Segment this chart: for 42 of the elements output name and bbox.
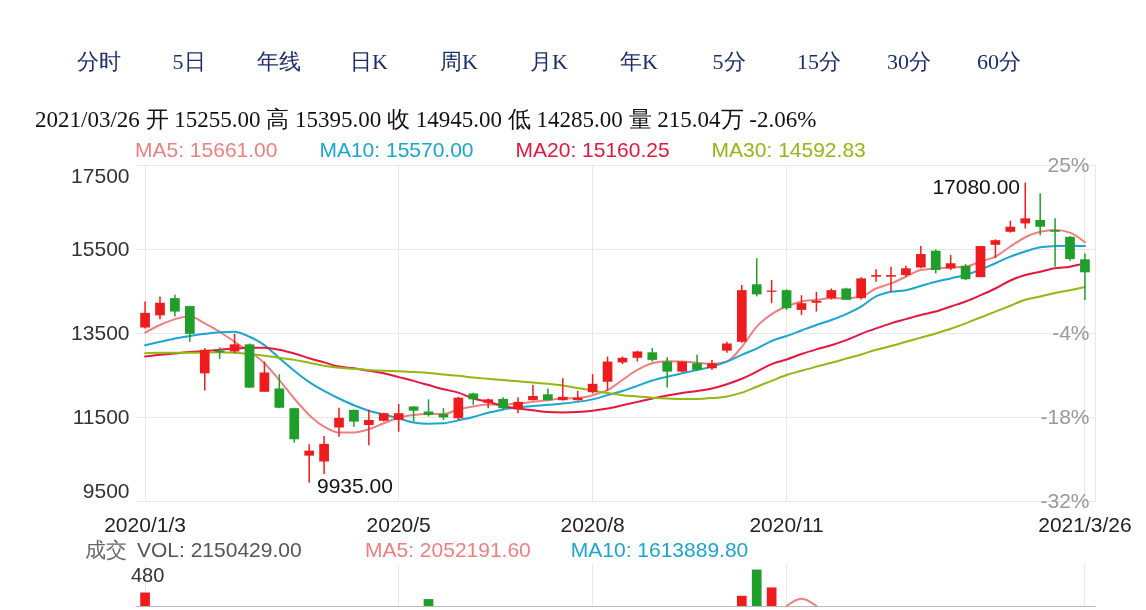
x-tick-label: 2020/11 (749, 512, 824, 536)
text: MA10: 15570.00 (319, 138, 474, 161)
text: 年K (620, 49, 659, 74)
text: MA30: 14592.83 (711, 138, 866, 161)
text: 年线 (257, 49, 301, 74)
bar (423, 599, 434, 606)
text: 月K (530, 49, 569, 74)
chart-subtitle: 2021/03/26 开 15255.00 高 15395.00 收 14945.00 低 14285.00 量 215.04万 -2.06% (35, 107, 817, 132)
y2-tick-label: -32% (1040, 488, 1090, 512)
text: 5日 (172, 49, 206, 74)
x-tick-label: 2020/1/3 (104, 512, 186, 536)
text: 30分 (887, 49, 931, 74)
y-tick-label: 9500 (82, 478, 130, 502)
text: MA20: 15160.25 (515, 138, 670, 161)
bar (751, 569, 762, 606)
legend-label: MA10: 1613889.80 (570, 538, 749, 561)
bar (736, 595, 747, 606)
text: 60分 (977, 49, 1021, 74)
text: MA5: 2052191.60 (365, 538, 531, 561)
text: 15分 (797, 49, 841, 74)
y-tick-label: 15500 (71, 236, 130, 260)
y-tick-label: 13500 (71, 320, 130, 344)
bar (766, 587, 777, 606)
x-tick-label: 2020/5 (366, 512, 431, 536)
chart-title: 成交 (85, 538, 127, 561)
text: MA5: 15661.00 (135, 138, 278, 161)
annotation: 480 (131, 564, 165, 586)
x-tick-label: 2020/8 (560, 512, 625, 536)
text: 周K (440, 49, 479, 74)
annotation: 17080.00 (932, 175, 1020, 198)
annotation: 9935.00 (317, 474, 393, 497)
x-tick-label: 2021/3/26 (1038, 512, 1132, 536)
y-tick-label: 17500 (71, 163, 130, 187)
text: VOL: 2150429.00 (137, 538, 302, 561)
y2-tick-label: 25% (1047, 152, 1090, 176)
text: 分时 (77, 49, 121, 74)
bar (140, 592, 150, 606)
text: 日K (350, 49, 389, 74)
y2-tick-label: -18% (1040, 404, 1090, 428)
text: 5分 (712, 49, 746, 74)
y2-tick-label: -4% (1052, 320, 1090, 344)
y-tick-label: 11500 (72, 404, 130, 428)
